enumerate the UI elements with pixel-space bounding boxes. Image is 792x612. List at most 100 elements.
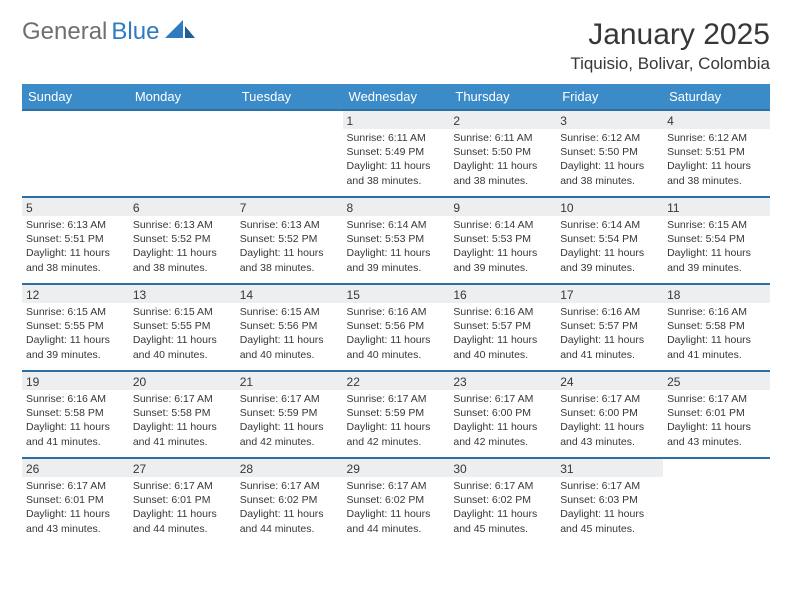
- title-block: January 2025 Tiquisio, Bolivar, Colombia: [570, 18, 770, 74]
- day-number-row: 16: [449, 285, 556, 303]
- sunset-line: Sunset: 6:00 PM: [560, 406, 659, 420]
- sunrise-line: Sunrise: 6:16 AM: [26, 392, 125, 406]
- daylight-line: Daylight: 11 hours and 38 minutes.: [26, 246, 125, 274]
- day-header: Saturday: [663, 84, 770, 110]
- daylight-line: Daylight: 11 hours and 39 minutes.: [347, 246, 446, 274]
- sunset-line: Sunset: 5:54 PM: [560, 232, 659, 246]
- sunrise-line: Sunrise: 6:14 AM: [453, 218, 552, 232]
- day-details: Sunrise: 6:15 AMSunset: 5:54 PMDaylight:…: [663, 216, 770, 275]
- day-number-row: 2: [449, 111, 556, 129]
- sunrise-line: Sunrise: 6:12 AM: [560, 131, 659, 145]
- calendar-week: 26Sunrise: 6:17 AMSunset: 6:01 PMDayligh…: [22, 458, 770, 545]
- day-details: Sunrise: 6:15 AMSunset: 5:55 PMDaylight:…: [22, 303, 129, 362]
- sunrise-line: Sunrise: 6:13 AM: [133, 218, 232, 232]
- sunset-line: Sunset: 5:49 PM: [347, 145, 446, 159]
- brand-logo: GeneralBlue: [22, 18, 195, 47]
- day-number: 17: [560, 288, 573, 302]
- day-number-row: [22, 111, 129, 129]
- daylight-line: Daylight: 11 hours and 38 minutes.: [240, 246, 339, 274]
- day-number: 26: [26, 462, 39, 476]
- day-number: 15: [347, 288, 360, 302]
- day-details: Sunrise: 6:17 AMSunset: 6:01 PMDaylight:…: [22, 477, 129, 536]
- day-number-row: 4: [663, 111, 770, 129]
- day-details: Sunrise: 6:13 AMSunset: 5:52 PMDaylight:…: [236, 216, 343, 275]
- sunset-line: Sunset: 5:56 PM: [347, 319, 446, 333]
- day-number-row: 19: [22, 372, 129, 390]
- day-number-row: 1: [343, 111, 450, 129]
- sunset-line: Sunset: 5:57 PM: [453, 319, 552, 333]
- sunrise-line: Sunrise: 6:17 AM: [240, 479, 339, 493]
- day-number: 25: [667, 375, 680, 389]
- calendar-cell: 27Sunrise: 6:17 AMSunset: 6:01 PMDayligh…: [129, 458, 236, 545]
- calendar-cell: [129, 110, 236, 197]
- day-details: Sunrise: 6:13 AMSunset: 5:52 PMDaylight:…: [129, 216, 236, 275]
- daylight-line: Daylight: 11 hours and 42 minutes.: [347, 420, 446, 448]
- sunset-line: Sunset: 5:58 PM: [667, 319, 766, 333]
- day-number-row: 11: [663, 198, 770, 216]
- day-number-row: 24: [556, 372, 663, 390]
- calendar-cell: 23Sunrise: 6:17 AMSunset: 6:00 PMDayligh…: [449, 371, 556, 458]
- sunset-line: Sunset: 6:01 PM: [133, 493, 232, 507]
- day-header: Wednesday: [343, 84, 450, 110]
- sunset-line: Sunset: 6:03 PM: [560, 493, 659, 507]
- calendar-cell: 14Sunrise: 6:15 AMSunset: 5:56 PMDayligh…: [236, 284, 343, 371]
- day-number-row: 10: [556, 198, 663, 216]
- day-number-row: 12: [22, 285, 129, 303]
- day-number: 8: [347, 201, 354, 215]
- sunset-line: Sunset: 5:56 PM: [240, 319, 339, 333]
- day-number: 11: [667, 201, 679, 215]
- day-number: 20: [133, 375, 146, 389]
- day-number: 28: [240, 462, 253, 476]
- daylight-line: Daylight: 11 hours and 45 minutes.: [560, 507, 659, 535]
- location-text: Tiquisio, Bolivar, Colombia: [570, 54, 770, 74]
- day-details: Sunrise: 6:14 AMSunset: 5:53 PMDaylight:…: [449, 216, 556, 275]
- day-details: Sunrise: 6:14 AMSunset: 5:53 PMDaylight:…: [343, 216, 450, 275]
- sunset-line: Sunset: 5:54 PM: [667, 232, 766, 246]
- daylight-line: Daylight: 11 hours and 38 minutes.: [667, 159, 766, 187]
- calendar-cell: 19Sunrise: 6:16 AMSunset: 5:58 PMDayligh…: [22, 371, 129, 458]
- day-number-row: 20: [129, 372, 236, 390]
- day-header: Friday: [556, 84, 663, 110]
- daylight-line: Daylight: 11 hours and 38 minutes.: [347, 159, 446, 187]
- sunrise-line: Sunrise: 6:16 AM: [453, 305, 552, 319]
- calendar-cell: 22Sunrise: 6:17 AMSunset: 5:59 PMDayligh…: [343, 371, 450, 458]
- daylight-line: Daylight: 11 hours and 42 minutes.: [453, 420, 552, 448]
- day-number-row: 7: [236, 198, 343, 216]
- sunset-line: Sunset: 6:02 PM: [453, 493, 552, 507]
- day-details: Sunrise: 6:17 AMSunset: 6:01 PMDaylight:…: [129, 477, 236, 536]
- day-number: 7: [240, 201, 247, 215]
- calendar-cell: 9Sunrise: 6:14 AMSunset: 5:53 PMDaylight…: [449, 197, 556, 284]
- calendar-cell: 30Sunrise: 6:17 AMSunset: 6:02 PMDayligh…: [449, 458, 556, 545]
- sunrise-line: Sunrise: 6:13 AM: [240, 218, 339, 232]
- sunrise-line: Sunrise: 6:12 AM: [667, 131, 766, 145]
- sunrise-line: Sunrise: 6:17 AM: [347, 392, 446, 406]
- calendar-cell: [663, 458, 770, 545]
- sunset-line: Sunset: 5:57 PM: [560, 319, 659, 333]
- sunrise-line: Sunrise: 6:17 AM: [560, 479, 659, 493]
- day-details: Sunrise: 6:17 AMSunset: 6:01 PMDaylight:…: [663, 390, 770, 449]
- sunrise-line: Sunrise: 6:16 AM: [560, 305, 659, 319]
- calendar-cell: 21Sunrise: 6:17 AMSunset: 5:59 PMDayligh…: [236, 371, 343, 458]
- sunset-line: Sunset: 5:58 PM: [133, 406, 232, 420]
- day-details: Sunrise: 6:17 AMSunset: 5:58 PMDaylight:…: [129, 390, 236, 449]
- day-details: Sunrise: 6:17 AMSunset: 6:03 PMDaylight:…: [556, 477, 663, 536]
- calendar-body: 1Sunrise: 6:11 AMSunset: 5:49 PMDaylight…: [22, 110, 770, 545]
- day-details: Sunrise: 6:17 AMSunset: 6:02 PMDaylight:…: [449, 477, 556, 536]
- calendar-cell: 24Sunrise: 6:17 AMSunset: 6:00 PMDayligh…: [556, 371, 663, 458]
- daylight-line: Daylight: 11 hours and 43 minutes.: [26, 507, 125, 535]
- day-number: 14: [240, 288, 253, 302]
- daylight-line: Daylight: 11 hours and 41 minutes.: [26, 420, 125, 448]
- day-header: Monday: [129, 84, 236, 110]
- sunset-line: Sunset: 5:55 PM: [26, 319, 125, 333]
- calendar-cell: 17Sunrise: 6:16 AMSunset: 5:57 PMDayligh…: [556, 284, 663, 371]
- day-number-row: 29: [343, 459, 450, 477]
- calendar-cell: 13Sunrise: 6:15 AMSunset: 5:55 PMDayligh…: [129, 284, 236, 371]
- daylight-line: Daylight: 11 hours and 42 minutes.: [240, 420, 339, 448]
- calendar-cell: 5Sunrise: 6:13 AMSunset: 5:51 PMDaylight…: [22, 197, 129, 284]
- day-details: Sunrise: 6:17 AMSunset: 6:02 PMDaylight:…: [236, 477, 343, 536]
- day-details: Sunrise: 6:16 AMSunset: 5:58 PMDaylight:…: [663, 303, 770, 362]
- day-details: Sunrise: 6:17 AMSunset: 6:02 PMDaylight:…: [343, 477, 450, 536]
- day-number-row: 27: [129, 459, 236, 477]
- sunrise-line: Sunrise: 6:16 AM: [667, 305, 766, 319]
- day-number: 29: [347, 462, 360, 476]
